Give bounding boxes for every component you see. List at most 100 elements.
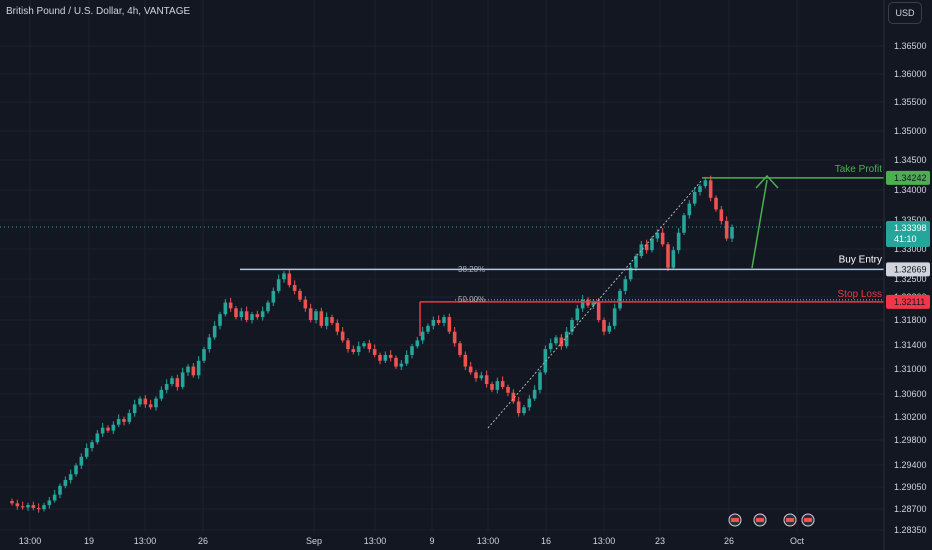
projection-arrow-head (755, 174, 779, 189)
candle-body (383, 354, 388, 361)
candle-body (532, 389, 537, 399)
candle-body (340, 331, 345, 341)
time-tick-label: 16 (541, 536, 551, 546)
fibonacci-trendline (487, 179, 703, 429)
candle-body (26, 505, 30, 508)
time-tick-label: Oct (790, 536, 805, 546)
chart-title: British Pound / U.S. Dollar, 4h, VANTAGE (6, 6, 191, 17)
current-price-badge-bg (886, 221, 930, 248)
candle-body (580, 299, 585, 309)
price-tick-label: 1.36500 (894, 41, 927, 51)
candle-body (116, 418, 121, 425)
candle-body (148, 404, 153, 408)
candle-body (522, 407, 526, 414)
candle-body (63, 480, 68, 486)
price-tick-label: 1.29050 (894, 482, 927, 492)
candle-body (330, 317, 334, 323)
price-tick-label: 1.34500 (894, 155, 927, 165)
price-tick-label: 1.33500 (894, 215, 927, 225)
candle-body (250, 314, 254, 321)
time-tick-label: 26 (198, 536, 208, 546)
candles (10, 175, 734, 513)
candle-body (458, 343, 462, 355)
time-tick-label: 13:00 (477, 536, 500, 546)
candle-body (68, 474, 73, 481)
candle-body (79, 456, 84, 466)
candle-body (639, 244, 644, 256)
candle-body (84, 448, 89, 457)
price-tick-label: 1.34000 (894, 185, 927, 195)
candle-body (468, 366, 473, 373)
time-tick-label: 13:00 (593, 536, 616, 546)
candle-body (628, 267, 633, 280)
price-tick-label: 1.30200 (894, 412, 927, 422)
candle-body (159, 389, 164, 399)
candle-body (122, 418, 126, 422)
currency-button[interactable]: USD (888, 2, 922, 24)
candle-body (100, 427, 105, 434)
event-flag-icon-stripe (756, 518, 764, 522)
price-tick-label: 1.35500 (894, 97, 927, 107)
candle-body (516, 401, 521, 414)
candle-body (511, 392, 516, 402)
candle-body (186, 366, 190, 373)
candle-body (170, 378, 174, 385)
candle-body (372, 349, 377, 355)
candle-body (671, 250, 676, 268)
price-tick-label: 1.29400 (894, 460, 927, 470)
candle-body (351, 349, 356, 353)
candle-body (378, 354, 382, 361)
candle-body (703, 180, 708, 187)
candle-body (426, 325, 430, 332)
candle-body (276, 279, 281, 291)
candle-body (212, 325, 217, 338)
time-tick-label: Sep (306, 536, 322, 546)
price-tick-label: 1.33000 (894, 244, 927, 254)
candle-body (132, 404, 137, 414)
candle-body (58, 485, 62, 495)
candle-body (324, 317, 329, 326)
candle-body (356, 346, 361, 353)
buy-entry-label: Buy Entry (839, 254, 882, 265)
candle-body (730, 226, 734, 239)
candle-body (591, 302, 596, 306)
stop-loss-label: Stop Loss (838, 289, 882, 300)
candle-body (708, 180, 713, 198)
candle-body (687, 203, 692, 216)
candle-body (228, 302, 233, 309)
time-tick-label: 13:00 (19, 536, 42, 546)
candle-body (692, 191, 697, 204)
candle-body (20, 506, 25, 508)
time-tick-label: 9 (429, 536, 434, 546)
candle-body (106, 427, 110, 431)
candle-body (15, 503, 20, 507)
time-tick-label: 19 (84, 536, 94, 546)
candle-body (500, 381, 505, 387)
candle-body (559, 337, 564, 347)
trade-annotations: Take Profit Buy Entry Stop Loss 38.20% 50.00… (0, 164, 884, 527)
countdown-badge: 41:10 (894, 234, 917, 244)
candle-body (282, 273, 286, 280)
candle-body (239, 311, 244, 318)
candle-body (447, 317, 452, 332)
price-tick-label: 1.28700 (894, 504, 927, 514)
time-tick-label: 23 (655, 536, 665, 546)
candle-body (298, 290, 302, 300)
price-axis[interactable]: 1.36500 1.36000 1.35500 1.35000 1.34500 1.340… (883, 0, 930, 550)
candle-body (47, 500, 52, 506)
candle-body (655, 232, 660, 239)
candle-body (271, 290, 276, 303)
candle-body (314, 311, 318, 321)
time-tick-label: 13:00 (364, 536, 387, 546)
take-profit-label: Take Profit (835, 164, 882, 175)
time-axis[interactable]: 13:00 19 13:00 26 Sep 13:00 9 13:00 16 13:00 23 26 O… (19, 536, 805, 546)
candle-body (287, 273, 292, 286)
candle-body (495, 381, 500, 390)
candle-body (394, 357, 398, 367)
price-tick-label: 1.35000 (894, 126, 927, 136)
candle-body (196, 360, 201, 376)
candle-body (676, 232, 681, 251)
buy-entry-price-badge: 1.32669 (894, 264, 927, 274)
candle-body (260, 311, 265, 318)
